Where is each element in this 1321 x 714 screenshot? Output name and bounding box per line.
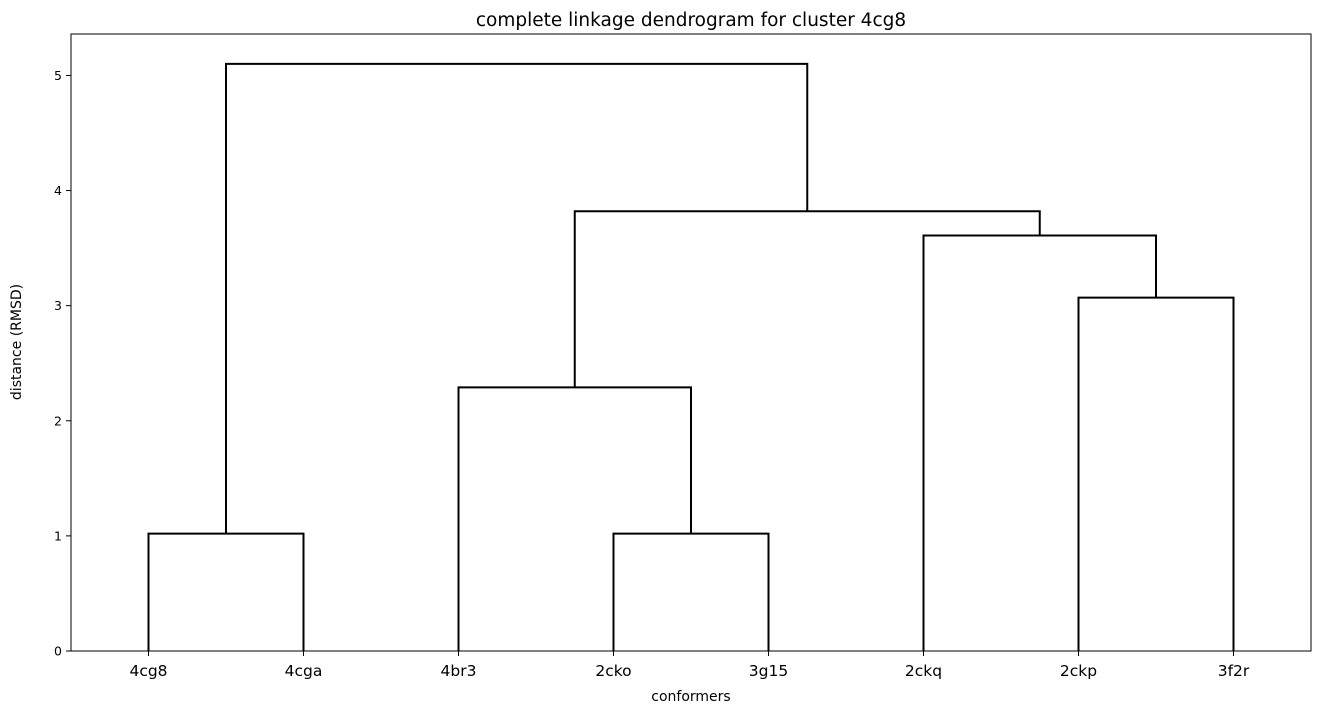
dendrogram-link — [457, 386, 692, 651]
plot-frame — [70, 33, 1312, 652]
y-tick-label: 1 — [54, 528, 62, 543]
x-axis: 4cg8 4cga 4br3 2cko 3g15 2ckq 2ckp 3f2r — [129, 651, 1250, 680]
leaf-label: 4br3 — [441, 662, 477, 680]
y-tick-label: 2 — [54, 413, 62, 428]
dendrogram-link — [922, 234, 1157, 651]
leaf-label: 3g15 — [749, 662, 788, 680]
dendrogram-link — [225, 62, 809, 534]
leaf-label: 3f2r — [1218, 662, 1250, 680]
dendrogram-link — [1077, 296, 1235, 651]
y-tick-label: 0 — [54, 644, 62, 659]
y-tick-label: 4 — [54, 183, 62, 198]
leaf-label: 4cg8 — [129, 662, 167, 680]
y-axis: 0 1 2 3 4 5 — [54, 68, 71, 659]
dendrogram-link — [612, 532, 770, 651]
dendrogram-link — [573, 210, 1041, 388]
dendrogram-links — [147, 62, 1235, 651]
y-tick-label: 5 — [54, 68, 62, 83]
leaf-label: 2ckp — [1060, 662, 1097, 680]
chart-title: complete linkage dendrogram for cluster … — [476, 10, 906, 31]
dendrogram-link — [147, 532, 305, 651]
y-tick-label: 3 — [54, 298, 62, 313]
leaf-label: 4cga — [285, 662, 323, 680]
leaf-label: 2cko — [595, 662, 631, 680]
y-axis-label: distance (RMSD) — [9, 284, 25, 400]
x-axis-label: conformers — [651, 689, 730, 705]
leaf-label: 2ckq — [905, 662, 942, 680]
